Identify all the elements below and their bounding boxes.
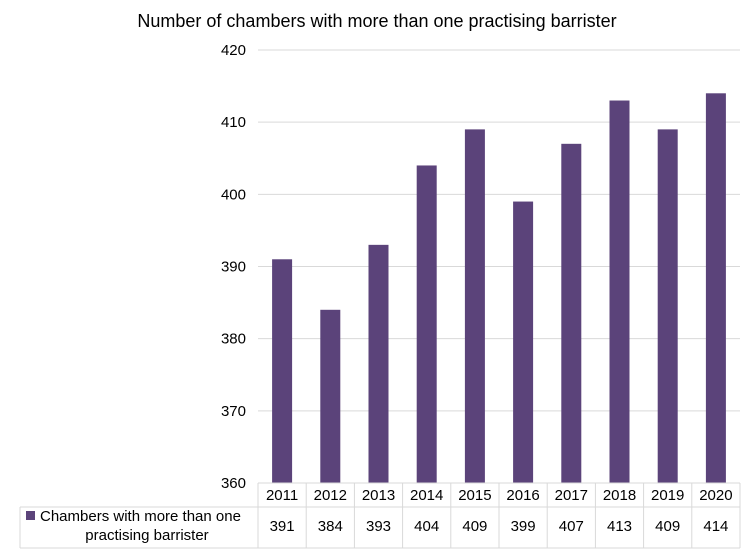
x-category-label: 2015 (458, 487, 491, 504)
data-value-label: 399 (511, 518, 536, 535)
x-category-label: 2016 (506, 487, 539, 504)
bar-2012 (320, 309, 341, 483)
data-value-label: 409 (655, 518, 680, 535)
bar-2014 (416, 165, 437, 483)
bar-2020 (705, 93, 726, 484)
data-value-label: 407 (559, 518, 584, 535)
data-table: 2011 2012 2013 2014 2015 2016 2017 2018 2019 2020… (19, 482, 741, 549)
data-value-label: 384 (318, 518, 343, 535)
x-category-label: 2017 (555, 487, 588, 504)
y-tick-label: 410 (221, 114, 246, 131)
y-tick-label: 370 (221, 403, 246, 420)
x-category-label: 2013 (362, 487, 395, 504)
data-value-label: 391 (270, 518, 295, 535)
data-value-label: 404 (414, 518, 439, 535)
data-value-label: 409 (462, 518, 487, 535)
x-category-label: 2012 (314, 487, 347, 504)
x-category-label: 2014 (410, 487, 443, 504)
chart-title: Number of chambers with more than one pr… (137, 11, 616, 31)
data-value-label: 414 (703, 518, 728, 535)
legend-swatch (26, 511, 35, 520)
legend-series-name-line: practising barrister (85, 527, 208, 544)
x-category-label: 2019 (651, 487, 684, 504)
data-value-label: 413 (607, 518, 632, 535)
bar-2019 (657, 129, 678, 483)
y-tick-label: 400 (221, 186, 246, 203)
legend-series-name-line: Chambers with more than one (40, 508, 241, 525)
y-tick-label: 390 (221, 259, 246, 276)
y-axis-ticks: 360 370 380 390 400 410 420 (221, 42, 246, 492)
y-tick-label: 380 (221, 331, 246, 348)
bar-2016 (513, 201, 534, 484)
bar-2017 (561, 143, 582, 484)
y-tick-label: 420 (221, 42, 246, 59)
bar-2018 (609, 100, 630, 484)
x-category-label: 2018 (603, 487, 636, 504)
bar-2015 (464, 129, 485, 483)
bar-2013 (368, 244, 389, 483)
x-category-label: 2011 (266, 487, 298, 504)
y-tick-label: 360 (221, 475, 246, 492)
bar-2011 (272, 259, 293, 483)
x-category-label: 2020 (699, 487, 732, 504)
bars (272, 93, 726, 484)
data-value-label: 393 (366, 518, 391, 535)
